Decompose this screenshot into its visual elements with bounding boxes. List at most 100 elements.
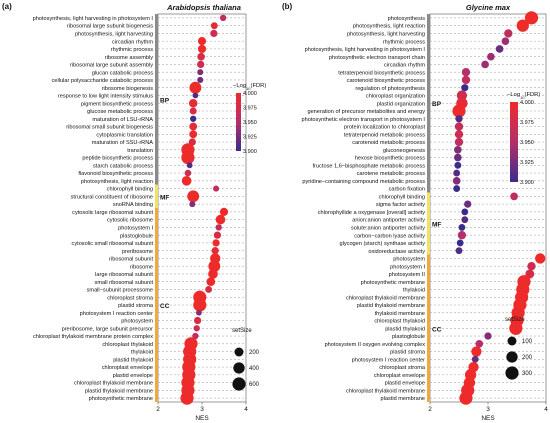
term-label: photosynthetic membrane (89, 396, 153, 402)
term-label: tetraterpenoid biosynthetic process (338, 70, 425, 76)
data-point (454, 145, 462, 154)
term-label: cytoplasmic translation (96, 132, 153, 138)
data-point (510, 192, 518, 201)
data-point (189, 107, 197, 115)
color-legend-tick: 3.900 (520, 180, 534, 186)
term-label: chloroplast stroma (107, 295, 154, 301)
term-label: solute:anion antiporter activity (351, 226, 425, 232)
term-label: chloroplast thylakoid membrane (346, 388, 425, 394)
data-point (193, 298, 207, 312)
size-legend-dot (507, 336, 517, 346)
group-label-bp: BP (432, 101, 442, 108)
color-legend-tick: 3.950 (520, 140, 534, 146)
color-legend-title: −Log10(FDR) (507, 92, 540, 100)
term-label: thylakoid (403, 288, 425, 294)
color-legend-tick: 3.925 (520, 160, 534, 166)
term-label: photosynthesis, light harvesting in phot… (305, 47, 426, 53)
term-label: photosynthesis, light harvesting (75, 32, 153, 38)
group-bar-bp (427, 14, 430, 193)
term-label: ribosomal large subunit biogenesis (67, 24, 153, 30)
data-point (196, 309, 202, 316)
term-label: chloroplast organization (366, 94, 425, 100)
color-legend-title-part: 10 (520, 95, 525, 100)
term-label: oxidoreductase activity (368, 249, 425, 255)
term-label: generation of precursor metabolites and … (307, 109, 425, 115)
term-label: photosystem II oxygen evolving complex (325, 342, 426, 348)
data-point (197, 69, 204, 76)
data-point (457, 230, 467, 240)
term-label: photosynthetic electron transport in pho… (302, 117, 426, 123)
size-legend-dot (234, 347, 244, 357)
term-label: hexose biosynthetic process (355, 156, 425, 162)
data-point (186, 162, 193, 169)
data-point (206, 277, 216, 287)
term-label: large ribosomal subunit (95, 272, 153, 278)
term-label: plastid membrane (381, 396, 425, 402)
group-label-mf: MF (160, 194, 169, 201)
term-label: chlorophyll binding (379, 194, 425, 200)
term-label: carbon−carbon lyase activity (354, 233, 425, 239)
size-legend-title: setSize (232, 328, 252, 334)
data-point (213, 185, 220, 192)
data-point (461, 75, 471, 85)
x-axis-label: NES (195, 415, 209, 422)
data-point (504, 29, 513, 38)
data-point (535, 253, 546, 264)
data-point (210, 22, 218, 30)
data-point (197, 76, 204, 83)
color-legend-tick: 4.000 (520, 100, 534, 106)
term-label: carotenoid metabolic process (352, 140, 425, 146)
term-label: sigma factor activity (376, 202, 425, 208)
term-label: pyridine−containing compound metabolic p… (302, 179, 425, 185)
term-label: glucan catabolic process (92, 70, 153, 76)
group-label-cc: CC (160, 303, 170, 310)
data-point (464, 200, 472, 208)
panel-label: (a) (2, 2, 12, 11)
data-point (184, 169, 192, 177)
data-point (213, 231, 222, 239)
chart-panel-a: (a) Arabidopsis thaliana BP MF CC photosynthe… (2, 2, 266, 422)
data-point (456, 90, 468, 101)
data-point (455, 247, 463, 255)
size-legend-label: 100 (522, 339, 533, 345)
data-point (461, 84, 469, 92)
data-point (495, 45, 504, 53)
term-label: regulation of photosynthesis (355, 86, 425, 92)
data-point (501, 37, 510, 45)
data-point (189, 130, 198, 139)
chart-panel-b: (b) Glycine max BP MF CC photosynthesis photos… (282, 2, 548, 422)
data-point (212, 239, 220, 247)
term-label: small ribosomal subunit (95, 280, 154, 286)
x-tick-label: 4 (244, 406, 248, 413)
term-label: circadian rhythm (112, 39, 153, 45)
group-label-bp: BP (160, 97, 170, 104)
color-legend-title-part: (FDR) (525, 92, 541, 98)
term-label: chloroplast thylakoid (374, 319, 425, 325)
term-label: maturation of SSU-rRNA (92, 140, 154, 146)
x-axis-label: NES (481, 415, 495, 422)
x-tick-label: 3 (200, 406, 204, 413)
term-label: plastid thylakoid membrane (85, 388, 153, 394)
term-label: ribosome assembly (105, 55, 153, 61)
data-point (527, 262, 536, 271)
term-label: rhythmic process (111, 47, 153, 53)
color-legend-title: −Log10(FDR) (233, 83, 266, 91)
data-point (189, 81, 202, 94)
term-label: snoRNA binding (113, 202, 153, 208)
term-label: photosynthesis (388, 16, 426, 22)
color-legend-bar (236, 93, 241, 151)
data-point (454, 122, 464, 131)
term-label: peptide biosynthetic process (82, 156, 153, 162)
data-point (461, 216, 469, 224)
data-point (219, 207, 229, 216)
group-label-mf: MF (432, 222, 441, 229)
group-bar-cc (155, 208, 158, 402)
size-legend-label: 300 (522, 371, 533, 377)
term-label: protein localization to chloroplast (344, 125, 426, 131)
data-point (454, 137, 464, 147)
data-point (192, 92, 199, 99)
term-label: ribosomal large subunit assembly (70, 63, 153, 69)
data-point (205, 286, 213, 293)
size-legend-label: 200 (522, 355, 533, 361)
term-label: photosynthesis, light reaction (353, 24, 425, 30)
